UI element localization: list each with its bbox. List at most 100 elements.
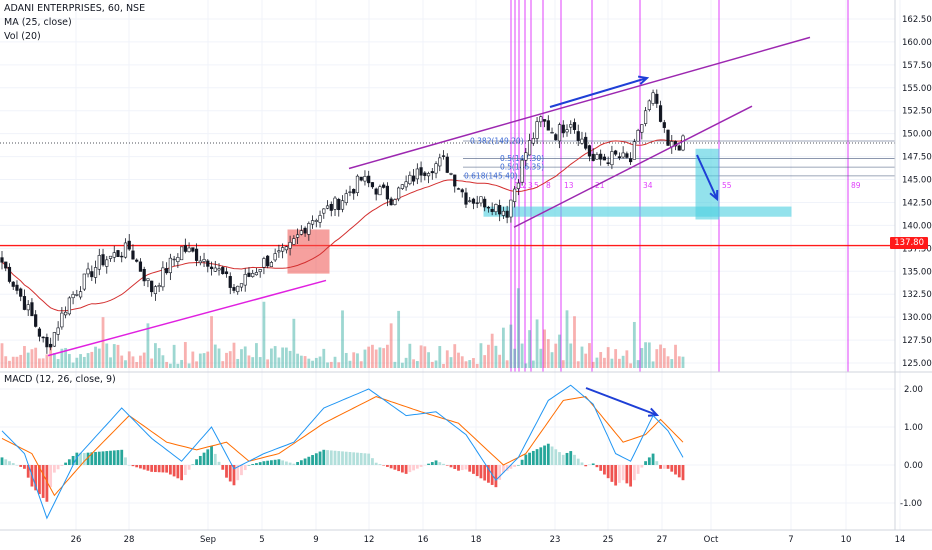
macd-histogram-bar [296, 461, 299, 465]
volume-bar [404, 357, 408, 368]
candle-body [232, 287, 236, 291]
volume-bar [79, 354, 82, 368]
candle-body [647, 100, 651, 110]
candle-body [355, 175, 360, 193]
candle-body [314, 220, 318, 222]
candle-body [191, 247, 195, 252]
macd-histogram-bar [105, 451, 109, 465]
macd-histogram-bar [674, 465, 677, 475]
macd-histogram-bar [266, 460, 270, 465]
macd-histogram-bar [632, 465, 636, 481]
fib-time-label: 89 [851, 181, 861, 190]
moving-average [1, 139, 684, 312]
volume-bar [314, 357, 318, 368]
volume-bar [479, 343, 483, 368]
macd-histogram-bar [56, 465, 60, 470]
volume-bar [71, 362, 75, 368]
volume-bar [584, 353, 588, 368]
macd-histogram-bar [363, 453, 367, 465]
volume-bar [333, 356, 337, 368]
volume-bar [228, 351, 232, 368]
volume-bar [172, 344, 176, 368]
macd-histogram-bar [127, 465, 131, 466]
candle-body [142, 268, 146, 282]
candle-body [146, 278, 150, 281]
candle-body [295, 234, 300, 238]
candle-body [292, 238, 296, 245]
candle-body [135, 259, 139, 262]
volume-bar [15, 356, 19, 368]
time-tick-label: 26 [71, 535, 82, 545]
candle-body [52, 332, 56, 347]
time-tick-label: 28 [124, 535, 135, 545]
candle-body [468, 200, 472, 202]
macd-histogram-bar [150, 465, 154, 472]
volume-bar [64, 347, 68, 368]
candle-body [636, 129, 640, 142]
candle-body [273, 253, 277, 261]
candle-body [397, 187, 401, 200]
macd-histogram-bar [647, 457, 651, 465]
candle-body [49, 343, 53, 348]
candle-body [479, 196, 483, 204]
macd-histogram-bar [8, 461, 11, 465]
volume-bar [292, 318, 296, 368]
price-tick-label: 130.00 [902, 313, 932, 323]
volume-bar [490, 333, 494, 368]
candle-body [120, 255, 124, 258]
fib-level-label: 0.382(149.20) [470, 137, 524, 146]
candle-body [303, 227, 307, 234]
candle-body [554, 134, 558, 141]
macd-histogram-bar [352, 452, 356, 465]
volume-bar [595, 357, 599, 368]
price-tick-label: 157.50 [902, 61, 932, 71]
macd-histogram-bar [139, 465, 142, 469]
candle-body [655, 93, 659, 104]
volume-bar [210, 316, 213, 368]
volume-bar [472, 358, 475, 368]
up-arrow-head [637, 75, 650, 85]
volume-bar [644, 342, 647, 368]
volume-bar [86, 353, 90, 368]
candle-body [288, 241, 292, 249]
macd-tick-label: 1.00 [904, 423, 923, 433]
volume-bar [154, 343, 157, 368]
volume-bars [0, 288, 685, 368]
volume-bar [56, 359, 60, 368]
candle-body [123, 242, 128, 258]
volume-bar [535, 319, 539, 368]
volume-bar [378, 347, 382, 368]
volume-bar [135, 361, 139, 368]
volume-bar [591, 361, 595, 368]
macd-histogram-bar [348, 452, 352, 465]
macd-histogram-bar [614, 465, 618, 486]
macd-histogram-bar [60, 465, 64, 466]
volume-bar [599, 352, 603, 368]
volume-bar [419, 345, 423, 368]
macd-histogram-bar [210, 446, 213, 465]
macd-histogram-bar [569, 451, 573, 465]
candle-body [194, 248, 199, 261]
macd-histogram-bar [629, 465, 633, 487]
fib-time-label: 55 [722, 181, 732, 190]
candle-body [22, 296, 27, 310]
candle-body [576, 131, 580, 141]
candle-body [565, 129, 569, 133]
macd-histogram-bar [535, 449, 539, 465]
volume-bar [26, 352, 30, 368]
candle-body [90, 271, 94, 278]
candle-body [580, 138, 584, 144]
price-tick-label: 137.50 [902, 244, 932, 254]
macd-histogram-bar [419, 465, 423, 467]
volume-bar [442, 363, 445, 368]
candle-body [64, 311, 68, 316]
volume-bar [651, 361, 655, 368]
candlesticks [0, 89, 685, 354]
macd-histogram-bar [255, 463, 258, 465]
candle-body [299, 230, 303, 235]
macd-histogram-bar [142, 465, 146, 470]
macd-histogram-bar [505, 465, 509, 471]
macd-histogram-bar [606, 465, 610, 479]
macd-histogram-bar [303, 458, 307, 465]
